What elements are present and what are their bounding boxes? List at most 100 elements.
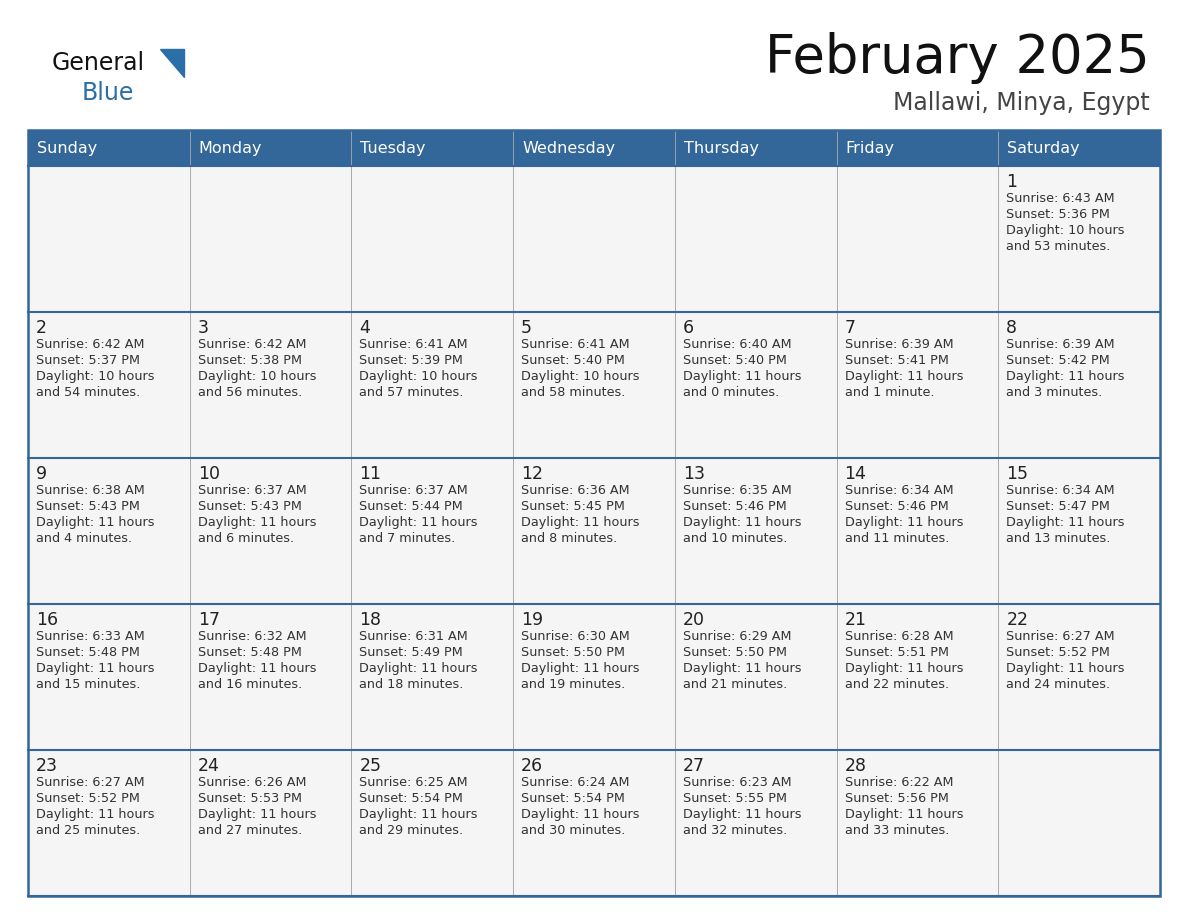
- Text: Daylight: 11 hours: Daylight: 11 hours: [197, 516, 316, 529]
- Text: Daylight: 10 hours: Daylight: 10 hours: [1006, 224, 1125, 237]
- Text: Daylight: 11 hours: Daylight: 11 hours: [845, 370, 963, 383]
- Text: Thursday: Thursday: [684, 140, 759, 155]
- Text: Sunrise: 6:34 AM: Sunrise: 6:34 AM: [1006, 484, 1114, 497]
- Text: Daylight: 11 hours: Daylight: 11 hours: [683, 662, 802, 675]
- Text: Sunrise: 6:36 AM: Sunrise: 6:36 AM: [522, 484, 630, 497]
- Text: Daylight: 11 hours: Daylight: 11 hours: [683, 370, 802, 383]
- Bar: [675, 166, 836, 312]
- Text: and 29 minutes.: and 29 minutes.: [360, 824, 463, 837]
- Text: Sunset: 5:54 PM: Sunset: 5:54 PM: [522, 792, 625, 805]
- Text: Sunset: 5:47 PM: Sunset: 5:47 PM: [1006, 500, 1110, 513]
- Text: Daylight: 11 hours: Daylight: 11 hours: [1006, 516, 1125, 529]
- Text: and 13 minutes.: and 13 minutes.: [1006, 532, 1111, 545]
- Text: and 30 minutes.: and 30 minutes.: [522, 824, 626, 837]
- Text: Sunset: 5:45 PM: Sunset: 5:45 PM: [522, 500, 625, 513]
- Text: and 54 minutes.: and 54 minutes.: [36, 386, 140, 399]
- Text: Daylight: 11 hours: Daylight: 11 hours: [1006, 370, 1125, 383]
- Text: Sunrise: 6:35 AM: Sunrise: 6:35 AM: [683, 484, 791, 497]
- Text: and 19 minutes.: and 19 minutes.: [522, 678, 625, 691]
- Bar: [513, 166, 675, 312]
- Bar: [998, 130, 1159, 166]
- Bar: [513, 458, 675, 604]
- Bar: [513, 130, 675, 166]
- Text: Daylight: 11 hours: Daylight: 11 hours: [197, 662, 316, 675]
- Text: Sunset: 5:46 PM: Sunset: 5:46 PM: [683, 500, 786, 513]
- Text: 26: 26: [522, 757, 543, 775]
- Text: Sunrise: 6:23 AM: Sunrise: 6:23 AM: [683, 776, 791, 789]
- Text: 18: 18: [360, 611, 381, 629]
- Text: Daylight: 11 hours: Daylight: 11 hours: [360, 662, 478, 675]
- Text: and 4 minutes.: and 4 minutes.: [36, 532, 132, 545]
- Text: Daylight: 11 hours: Daylight: 11 hours: [197, 808, 316, 821]
- Text: Sunset: 5:56 PM: Sunset: 5:56 PM: [845, 792, 948, 805]
- Bar: [352, 166, 513, 312]
- Text: Daylight: 11 hours: Daylight: 11 hours: [36, 808, 154, 821]
- Text: Sunset: 5:42 PM: Sunset: 5:42 PM: [1006, 354, 1110, 367]
- Text: Sunset: 5:55 PM: Sunset: 5:55 PM: [683, 792, 786, 805]
- Bar: [998, 604, 1159, 750]
- Text: and 18 minutes.: and 18 minutes.: [360, 678, 463, 691]
- Bar: [352, 130, 513, 166]
- Bar: [836, 130, 998, 166]
- Bar: [29, 604, 190, 750]
- Text: Daylight: 10 hours: Daylight: 10 hours: [360, 370, 478, 383]
- Text: and 21 minutes.: and 21 minutes.: [683, 678, 788, 691]
- Text: Sunrise: 6:31 AM: Sunrise: 6:31 AM: [360, 630, 468, 643]
- Text: Sunday: Sunday: [37, 140, 97, 155]
- Text: Sunrise: 6:40 AM: Sunrise: 6:40 AM: [683, 338, 791, 351]
- Text: Sunset: 5:52 PM: Sunset: 5:52 PM: [1006, 646, 1110, 659]
- Text: Daylight: 11 hours: Daylight: 11 hours: [845, 662, 963, 675]
- Text: Daylight: 11 hours: Daylight: 11 hours: [36, 516, 154, 529]
- Text: Sunset: 5:48 PM: Sunset: 5:48 PM: [197, 646, 302, 659]
- Text: and 1 minute.: and 1 minute.: [845, 386, 934, 399]
- Text: and 57 minutes.: and 57 minutes.: [360, 386, 463, 399]
- Text: and 16 minutes.: and 16 minutes.: [197, 678, 302, 691]
- Text: Sunrise: 6:26 AM: Sunrise: 6:26 AM: [197, 776, 307, 789]
- Bar: [190, 604, 352, 750]
- Text: 12: 12: [522, 465, 543, 483]
- Text: Saturday: Saturday: [1007, 140, 1080, 155]
- Text: Sunrise: 6:41 AM: Sunrise: 6:41 AM: [522, 338, 630, 351]
- Text: and 33 minutes.: and 33 minutes.: [845, 824, 949, 837]
- Text: and 8 minutes.: and 8 minutes.: [522, 532, 618, 545]
- Text: and 24 minutes.: and 24 minutes.: [1006, 678, 1111, 691]
- Text: Daylight: 10 hours: Daylight: 10 hours: [522, 370, 639, 383]
- Text: Sunrise: 6:37 AM: Sunrise: 6:37 AM: [197, 484, 307, 497]
- Bar: [190, 312, 352, 458]
- Bar: [675, 750, 836, 896]
- Text: and 10 minutes.: and 10 minutes.: [683, 532, 788, 545]
- Text: 21: 21: [845, 611, 866, 629]
- Text: Sunset: 5:52 PM: Sunset: 5:52 PM: [36, 792, 140, 805]
- Text: Daylight: 11 hours: Daylight: 11 hours: [522, 808, 639, 821]
- Text: and 22 minutes.: and 22 minutes.: [845, 678, 949, 691]
- Text: Sunrise: 6:38 AM: Sunrise: 6:38 AM: [36, 484, 145, 497]
- Text: 19: 19: [522, 611, 543, 629]
- Bar: [190, 166, 352, 312]
- Text: Sunset: 5:43 PM: Sunset: 5:43 PM: [197, 500, 302, 513]
- Text: Daylight: 11 hours: Daylight: 11 hours: [360, 516, 478, 529]
- Text: 24: 24: [197, 757, 220, 775]
- Bar: [29, 130, 1159, 896]
- Text: Sunset: 5:54 PM: Sunset: 5:54 PM: [360, 792, 463, 805]
- Text: Sunset: 5:36 PM: Sunset: 5:36 PM: [1006, 208, 1110, 221]
- Text: Friday: Friday: [846, 140, 895, 155]
- Bar: [675, 130, 836, 166]
- Text: Daylight: 11 hours: Daylight: 11 hours: [522, 516, 639, 529]
- Bar: [513, 750, 675, 896]
- Bar: [675, 312, 836, 458]
- Text: 2: 2: [36, 319, 48, 337]
- Text: Sunset: 5:40 PM: Sunset: 5:40 PM: [522, 354, 625, 367]
- Text: and 27 minutes.: and 27 minutes.: [197, 824, 302, 837]
- Text: Sunrise: 6:41 AM: Sunrise: 6:41 AM: [360, 338, 468, 351]
- Text: Sunrise: 6:27 AM: Sunrise: 6:27 AM: [1006, 630, 1114, 643]
- Text: February 2025: February 2025: [765, 32, 1150, 84]
- Bar: [998, 312, 1159, 458]
- Bar: [190, 458, 352, 604]
- Bar: [352, 312, 513, 458]
- Text: Sunrise: 6:24 AM: Sunrise: 6:24 AM: [522, 776, 630, 789]
- Text: 22: 22: [1006, 611, 1029, 629]
- Text: Blue: Blue: [82, 81, 134, 105]
- Text: Daylight: 11 hours: Daylight: 11 hours: [845, 808, 963, 821]
- Text: Sunset: 5:46 PM: Sunset: 5:46 PM: [845, 500, 948, 513]
- Text: Sunset: 5:37 PM: Sunset: 5:37 PM: [36, 354, 140, 367]
